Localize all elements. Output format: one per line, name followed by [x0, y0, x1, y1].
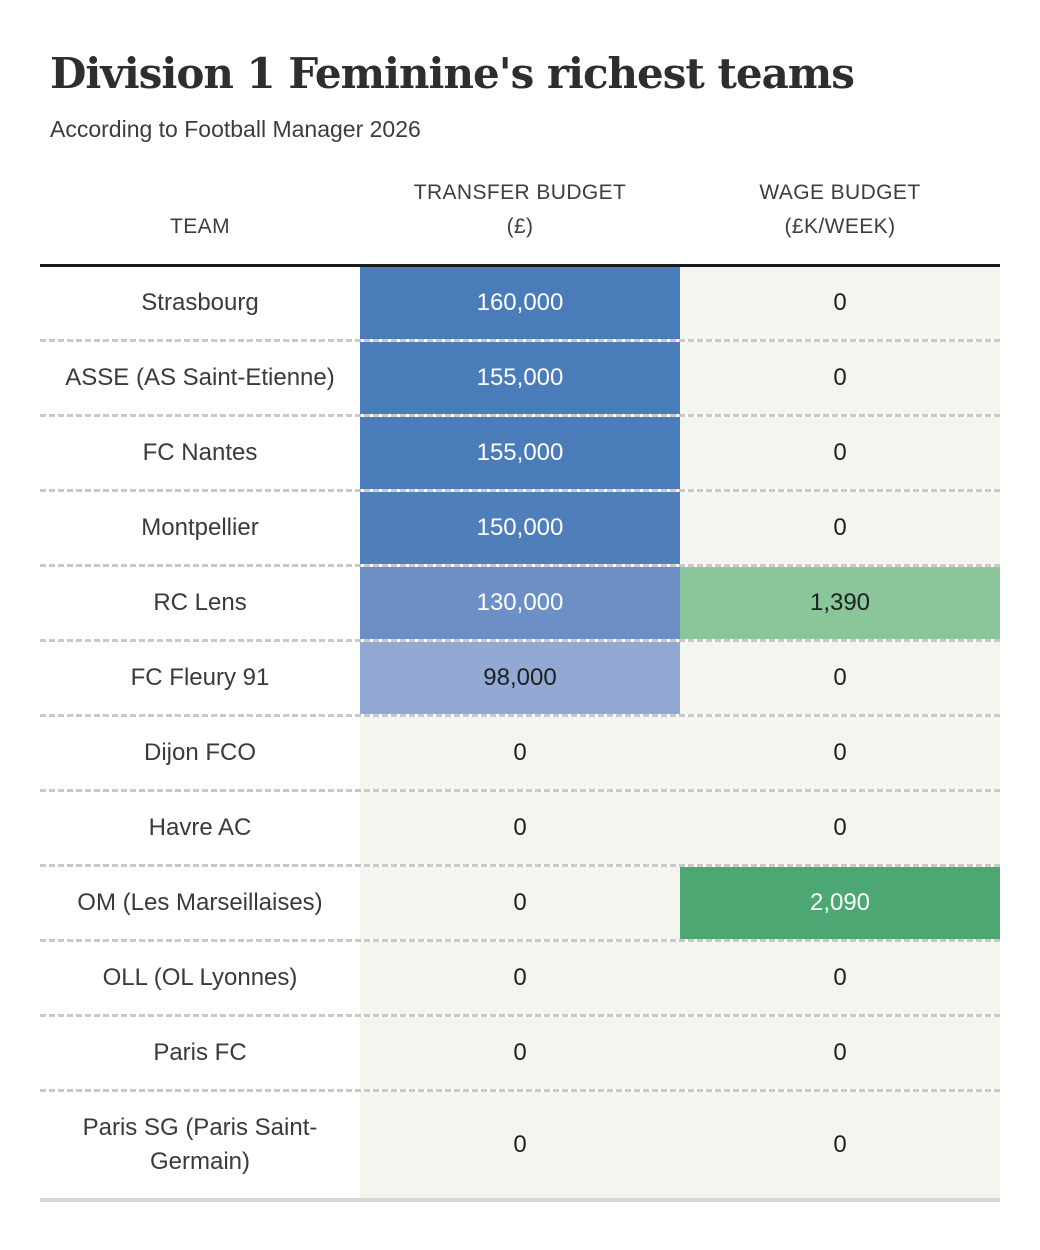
transfer-budget-cell: 130,000 — [360, 566, 680, 639]
wage-budget-cell: 2,090 — [680, 866, 1000, 939]
table-row: Paris SG (Paris Saint-Germain) 0 0 — [40, 1091, 1000, 1202]
table-row: Paris FC 0 0 — [40, 1016, 1000, 1092]
table-row: Montpellier 150,000 0 — [40, 491, 1000, 567]
transfer-budget-cell: 0 — [360, 941, 680, 1014]
team-cell: Strasbourg — [40, 266, 360, 339]
team-cell: FC Nantes — [40, 416, 360, 489]
team-cell: ASSE (AS Saint-Etienne) — [40, 341, 360, 414]
page-subtitle: According to Football Manager 2026 — [50, 115, 421, 142]
table-row: ASSE (AS Saint-Etienne) 155,000 0 — [40, 341, 1000, 417]
table-row: RC Lens 130,000 1,390 — [40, 566, 1000, 642]
transfer-budget-cell: 0 — [360, 716, 680, 789]
page-title: Division 1 Feminine's richest teams — [50, 49, 855, 98]
transfer-budget-cell: 0 — [360, 866, 680, 939]
team-cell: Paris SG (Paris Saint-Germain) — [40, 1091, 360, 1198]
header-cell-transfer-budget: TRANSFER BUDGET (£) — [360, 176, 680, 264]
wage-budget-cell: 1,390 — [680, 566, 1000, 639]
table-row: Dijon FCO 0 0 — [40, 716, 1000, 792]
wage-budget-cell: 0 — [680, 416, 1000, 489]
header-wage-line1: WAGE BUDGET — [759, 180, 921, 204]
team-cell: Dijon FCO — [40, 716, 360, 789]
header-transfer-line1: TRANSFER BUDGET — [413, 180, 627, 204]
table-header-row: TEAM TRANSFER BUDGET (£) WAGE BUDGET (£K… — [40, 143, 1000, 267]
transfer-budget-cell: 0 — [360, 791, 680, 864]
table-row: Havre AC 0 0 — [40, 791, 1000, 867]
team-cell: OLL (OL Lyonnes) — [40, 941, 360, 1014]
wage-budget-cell: 0 — [680, 641, 1000, 714]
wage-budget-cell: 0 — [680, 791, 1000, 864]
table-body: Strasbourg 160,000 0 ASSE (AS Saint-Etie… — [40, 266, 1000, 1202]
table-row: Strasbourg 160,000 0 — [40, 266, 1000, 342]
transfer-budget-cell: 0 — [360, 1016, 680, 1089]
wage-budget-cell: 0 — [680, 491, 1000, 564]
transfer-budget-cell: 150,000 — [360, 491, 680, 564]
transfer-budget-cell: 0 — [360, 1091, 680, 1198]
header-team-label: TEAM — [170, 214, 230, 238]
table-row: OM (Les Marseillaises) 0 2,090 — [40, 866, 1000, 942]
wage-budget-cell: 0 — [680, 716, 1000, 789]
team-cell: Montpellier — [40, 491, 360, 564]
header-transfer-line2: (£) — [506, 214, 534, 238]
transfer-budget-cell: 155,000 — [360, 416, 680, 489]
header-cell-team: TEAM — [40, 210, 360, 264]
team-cell: Havre AC — [40, 791, 360, 864]
transfer-budget-cell: 160,000 — [360, 266, 680, 339]
header-cell-wage-budget: WAGE BUDGET (£K/WEEK) — [680, 176, 1000, 264]
transfer-budget-cell: 155,000 — [360, 341, 680, 414]
table-row: FC Fleury 91 98,000 0 — [40, 641, 1000, 717]
wage-budget-cell: 0 — [680, 1091, 1000, 1198]
wage-budget-cell: 0 — [680, 341, 1000, 414]
wage-budget-cell: 0 — [680, 941, 1000, 1014]
table-row: OLL (OL Lyonnes) 0 0 — [40, 941, 1000, 1017]
transfer-budget-cell: 98,000 — [360, 641, 680, 714]
team-cell: Paris FC — [40, 1016, 360, 1089]
team-cell: RC Lens — [40, 566, 360, 639]
budget-table: TEAM TRANSFER BUDGET (£) WAGE BUDGET (£K… — [40, 143, 1000, 1202]
header-wage-line2: (£K/WEEK) — [784, 214, 896, 238]
team-cell: OM (Les Marseillaises) — [40, 866, 360, 939]
table-row: FC Nantes 155,000 0 — [40, 416, 1000, 492]
team-cell: FC Fleury 91 — [40, 641, 360, 714]
wage-budget-cell: 0 — [680, 266, 1000, 339]
wage-budget-cell: 0 — [680, 1016, 1000, 1089]
